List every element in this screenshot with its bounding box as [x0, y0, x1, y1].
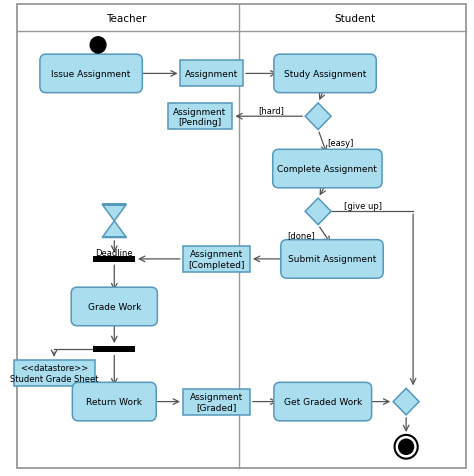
FancyBboxPatch shape [274, 383, 372, 421]
FancyBboxPatch shape [71, 288, 157, 326]
Polygon shape [305, 104, 331, 130]
FancyBboxPatch shape [180, 61, 243, 87]
Polygon shape [305, 198, 331, 225]
Text: Assignment
[Pending]: Assignment [Pending] [173, 107, 227, 127]
FancyBboxPatch shape [274, 55, 376, 93]
Text: Study Assignment: Study Assignment [284, 70, 366, 79]
FancyBboxPatch shape [40, 55, 142, 93]
Circle shape [90, 38, 106, 54]
FancyBboxPatch shape [93, 347, 135, 353]
FancyBboxPatch shape [281, 240, 383, 278]
Text: Grade Work: Grade Work [88, 302, 141, 311]
Text: Student: Student [335, 14, 376, 24]
Polygon shape [102, 221, 127, 238]
FancyBboxPatch shape [182, 389, 250, 415]
Polygon shape [102, 205, 127, 221]
FancyBboxPatch shape [167, 104, 232, 130]
Text: Assignment
[Graded]: Assignment [Graded] [190, 392, 243, 411]
Circle shape [399, 439, 413, 455]
Polygon shape [393, 388, 419, 415]
Text: [easy]: [easy] [327, 139, 354, 148]
Text: <<datastore>>
Student Grade Sheet: <<datastore>> Student Grade Sheet [10, 364, 98, 383]
Text: [hard]: [hard] [258, 106, 284, 115]
Text: [give up]: [give up] [344, 201, 382, 210]
Text: Assignment
[Completed]: Assignment [Completed] [188, 250, 245, 269]
Text: Submit Assignment: Submit Assignment [288, 255, 376, 264]
FancyBboxPatch shape [102, 204, 127, 207]
FancyBboxPatch shape [17, 5, 466, 468]
Text: Assignment: Assignment [185, 70, 238, 79]
Text: Return Work: Return Work [86, 397, 142, 406]
FancyBboxPatch shape [73, 383, 156, 421]
FancyBboxPatch shape [14, 360, 95, 387]
Text: [done]: [done] [287, 231, 315, 240]
Text: Get Graded Work: Get Graded Work [283, 397, 362, 406]
Text: Issue Assignment: Issue Assignment [52, 70, 131, 79]
FancyBboxPatch shape [273, 150, 382, 188]
Text: Complete Assignment: Complete Assignment [277, 165, 377, 174]
Text: Deadline: Deadline [95, 248, 133, 258]
FancyBboxPatch shape [182, 246, 250, 272]
FancyBboxPatch shape [93, 256, 135, 262]
FancyBboxPatch shape [102, 236, 127, 239]
Text: Teacher: Teacher [106, 14, 146, 24]
